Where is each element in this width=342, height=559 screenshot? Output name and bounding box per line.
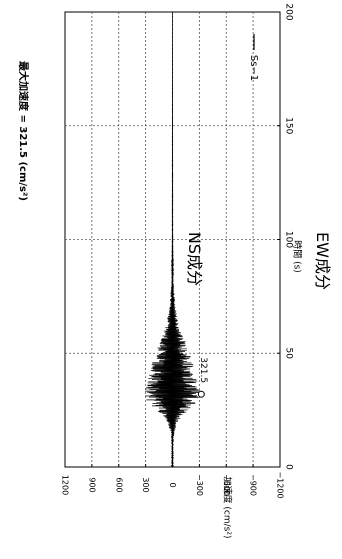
legend-entry: Ss−1 bbox=[248, 55, 259, 81]
x-axis-label: 時間 (s) bbox=[291, 240, 302, 273]
y-tick-label: −900 bbox=[249, 474, 258, 496]
ticks-layer: 0 50 100 150 200 1200 900 600 300 0 −300 −600 −900 −1… bbox=[61, 3, 294, 498]
x-tick-label: 50 bbox=[284, 348, 294, 360]
y-tick-label: 600 bbox=[114, 477, 123, 492]
y-tick-label: −300 bbox=[195, 474, 204, 496]
y-tick-label: −1200 bbox=[276, 471, 285, 498]
x-tick-label: 200 bbox=[284, 3, 294, 20]
legend-layer: Ss−1 bbox=[248, 34, 259, 81]
peak-label: 321.5 bbox=[198, 357, 208, 383]
peak-marker bbox=[197, 390, 205, 398]
y-tick-label: 0 bbox=[168, 482, 177, 487]
y-axis-label: 加速度 (cm/s²) bbox=[221, 476, 232, 539]
x-tick-label: 150 bbox=[284, 117, 294, 134]
y-tick-label: 1200 bbox=[61, 475, 70, 495]
series-line-ss-1 bbox=[144, 11, 201, 468]
y-tick-label: 300 bbox=[141, 477, 150, 492]
chart-subtitle: EW成分 bbox=[313, 232, 332, 290]
chart-title: NS成分 bbox=[185, 231, 204, 287]
x-tick-label: 0 bbox=[284, 464, 294, 470]
y-tick-label: −600 bbox=[222, 474, 231, 496]
y-tick-label: 900 bbox=[87, 477, 96, 492]
series-layer: 321.5 bbox=[144, 11, 208, 468]
max-acceleration-annotation: 最大加速度 = 321.5 (cm/s²) bbox=[17, 61, 28, 201]
x-tick-label: 100 bbox=[284, 231, 294, 248]
